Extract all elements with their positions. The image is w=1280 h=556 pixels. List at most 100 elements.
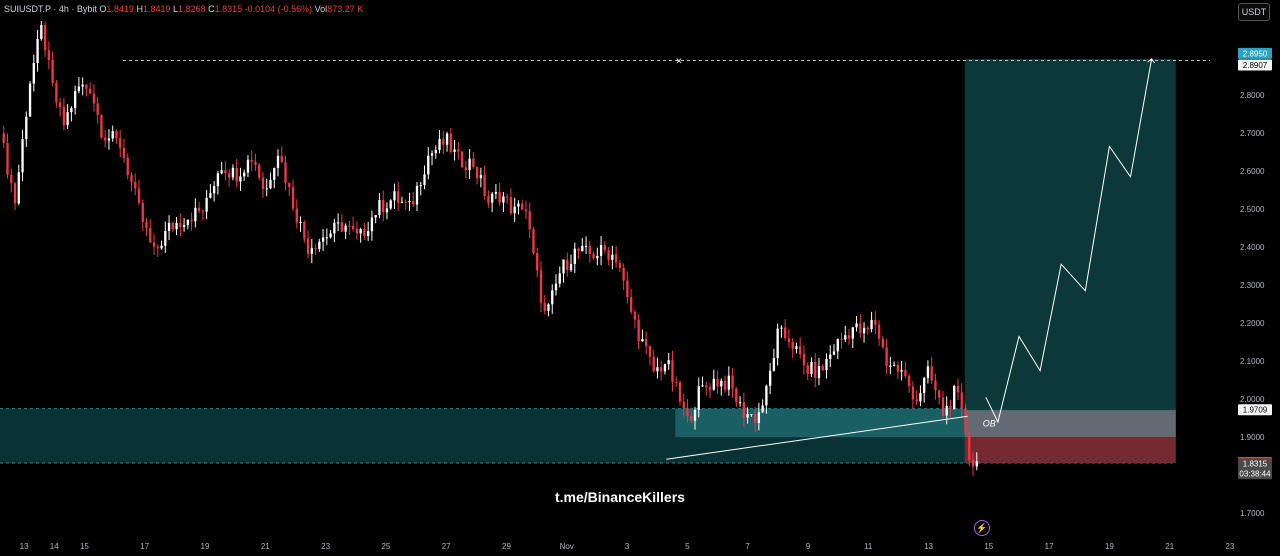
lightning-icon[interactable]: ⚡ <box>974 520 990 536</box>
candle-body <box>111 131 114 139</box>
x-tick-label: 7 <box>745 542 750 551</box>
projection-path <box>985 58 1153 424</box>
candle-body <box>367 231 370 237</box>
candle-body <box>517 203 520 207</box>
candle-body <box>427 155 430 175</box>
y-tick-label: 2.7000 <box>1240 129 1265 138</box>
candle-body <box>85 84 88 89</box>
candle-body <box>21 139 24 173</box>
candle-body <box>539 270 543 303</box>
candle-body <box>723 380 727 390</box>
candle-body <box>780 327 783 329</box>
candle-body <box>329 233 332 238</box>
candle-body <box>648 346 652 357</box>
candle-body <box>753 414 757 423</box>
candle-body <box>220 170 223 174</box>
price-label: 2.8950 <box>1243 49 1268 58</box>
candle-body <box>716 378 719 387</box>
candle-body <box>288 182 291 188</box>
candle-body <box>941 397 945 416</box>
candle-body <box>960 392 963 409</box>
candle-body <box>915 399 918 402</box>
candle-body <box>855 323 858 328</box>
candle-body <box>513 206 516 214</box>
candle-body <box>171 222 174 230</box>
candle-body <box>896 364 900 372</box>
x-tick-label: 29 <box>502 542 511 551</box>
candle-body <box>81 84 84 87</box>
candle-body <box>900 370 903 372</box>
candle-body <box>374 215 377 218</box>
candle-body <box>693 409 697 421</box>
candle-body <box>832 351 836 355</box>
y-tick-label: 2.8000 <box>1240 91 1265 100</box>
x-tick-label: 23 <box>321 542 330 551</box>
candle-body <box>325 237 329 239</box>
projection-arrowhead <box>1147 58 1156 64</box>
candle-body <box>336 222 340 224</box>
candle-body <box>160 245 163 249</box>
candle-body <box>55 82 58 103</box>
candle-body <box>907 376 911 387</box>
candle-body <box>836 339 839 352</box>
x-tick-label: 19 <box>201 542 210 551</box>
x-tick-label: 5 <box>685 542 690 551</box>
candle-body <box>385 208 389 213</box>
candle-body <box>246 159 250 173</box>
x-tick-label: 25 <box>381 542 390 551</box>
candle-body <box>17 172 20 204</box>
candle-body <box>464 167 468 171</box>
candle-body <box>509 196 513 214</box>
x-tick-label: 14 <box>50 542 59 551</box>
candle-body <box>280 155 283 163</box>
candle-body <box>859 323 862 334</box>
candle-body <box>209 193 212 198</box>
candle-body <box>862 327 866 334</box>
candle-body <box>840 339 843 341</box>
currency-button[interactable]: USDT <box>1238 3 1270 21</box>
candle-body <box>100 114 103 138</box>
candle-body <box>310 248 313 254</box>
candle-body <box>746 414 749 418</box>
candle-body <box>276 155 280 169</box>
candle-body <box>430 153 434 156</box>
candle-body <box>787 338 791 342</box>
candle-body <box>772 358 776 371</box>
candle-body <box>175 222 178 230</box>
candle-body <box>806 365 809 375</box>
candle-body <box>611 254 614 260</box>
candle-body <box>152 242 156 247</box>
close-icon: × <box>676 56 682 68</box>
drawings-layer: × OB <box>123 56 1210 460</box>
close-label: C <box>208 4 215 14</box>
candle-body <box>359 228 362 234</box>
candle-body <box>926 366 930 378</box>
candle-body <box>686 408 689 416</box>
candle-body <box>355 229 359 234</box>
volume-value: 873.27 K <box>327 4 364 14</box>
candle-body <box>149 228 152 243</box>
candle-body <box>817 366 821 378</box>
candle-body <box>697 386 700 410</box>
candle-body <box>930 366 933 381</box>
candle-body <box>554 283 558 291</box>
candle-body <box>528 211 531 230</box>
open-value: 1.8419 <box>106 4 134 14</box>
y-tick-label: 2.0000 <box>1240 395 1265 404</box>
price-label-box <box>1238 468 1272 480</box>
candle-body <box>885 347 888 366</box>
candle-body <box>231 167 235 178</box>
candle-body <box>562 259 565 274</box>
candle-body <box>494 192 498 194</box>
y-tick-label: 2.1000 <box>1240 357 1265 366</box>
candle-body <box>415 186 419 205</box>
long-position-target-area <box>964 58 1176 411</box>
y-tick-label: 2.5000 <box>1240 205 1265 214</box>
candle-body <box>261 177 265 189</box>
candle-body <box>197 207 201 211</box>
candle-body <box>866 327 869 330</box>
candle-body <box>971 459 975 467</box>
candle-body <box>284 162 287 183</box>
price-label: 2.8907 <box>1243 61 1268 70</box>
